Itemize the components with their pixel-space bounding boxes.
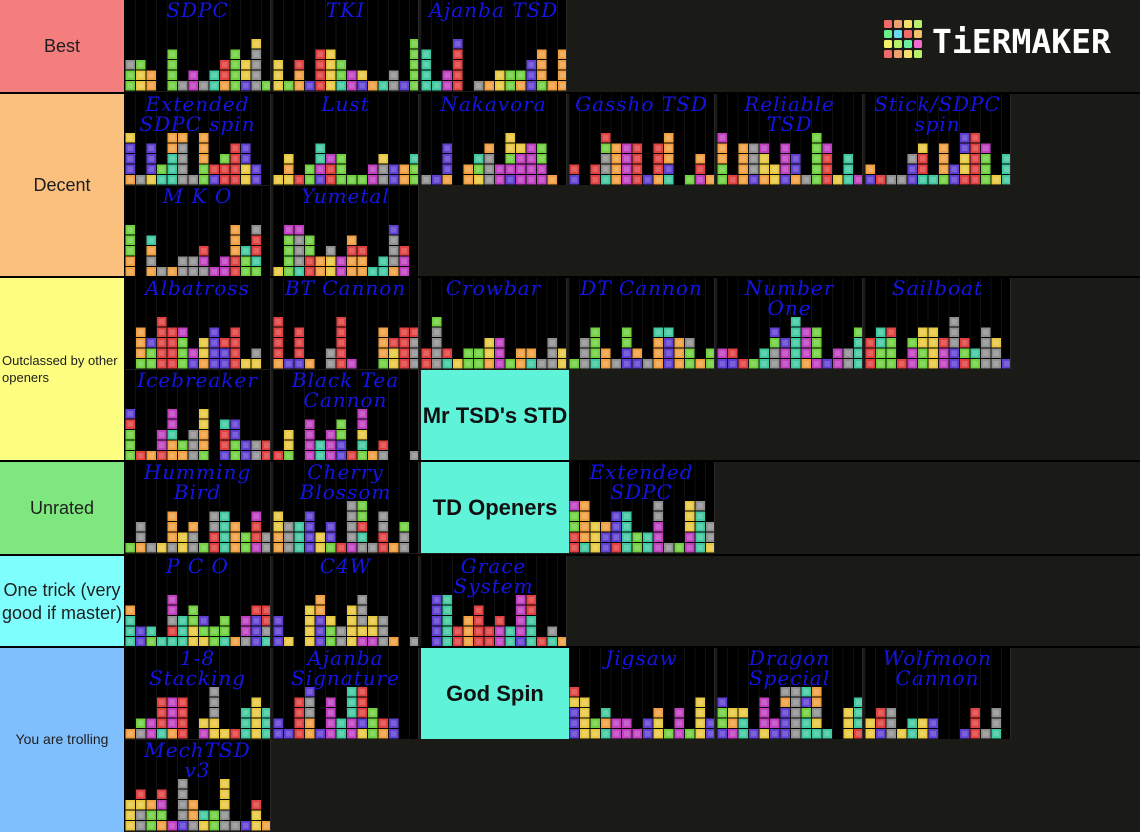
tier-label[interactable]: Outclassed by other openers [0,278,125,461]
opener-name: BT Cannon [284,278,407,300]
opener-image-item[interactable]: P C O [125,556,271,647]
tier-text-item[interactable]: Mr TSD's STD [421,370,569,461]
opener-name: Wolfmoon Cannon [883,648,992,690]
tiermaker-logo: TiERMAKER [884,20,1124,62]
opener-name: C4W [319,556,372,578]
opener-image-item[interactable]: Reliable TSD [717,94,863,185]
tier-row: Outclassed by other openers Albatross BT C… [0,278,1140,461]
opener-image-item[interactable]: Jigsaw [569,648,715,739]
opener-image-item[interactable]: Cherry Blossom [273,462,419,553]
opener-name: 1-8 Stacking [148,648,247,690]
opener-image-item[interactable]: Gassho TSD [569,94,715,185]
tier-items: 1-8 Stacking Ajanba Signature God Spin Jigs… [125,648,1140,832]
opener-name: Lust [321,94,370,116]
opener-name: TKI [325,0,366,22]
tier-items: SDPC TKI Ajanba TSD [125,0,1140,92]
tier-label[interactable]: Best [0,0,125,92]
opener-image-item[interactable]: Icebreaker [125,370,271,461]
tier-row: Decent Extended SDPC spin Lust Nakavora Gass… [0,94,1140,277]
opener-name: Number One [744,278,835,320]
opener-image-item[interactable]: Extended SDPC spin [125,94,271,185]
opener-image-item[interactable]: Extended SDPC [569,462,715,553]
opener-name: Icebreaker [137,370,258,392]
opener-name: Stick/SDPC spin [874,94,1001,136]
opener-name: Extended SDPC [589,462,694,504]
opener-image-item[interactable]: Lust [273,94,419,185]
opener-name: M K O [162,186,233,208]
opener-name: Nakavora [440,94,547,116]
logo-grid-icon [884,20,922,58]
opener-image-item[interactable]: DT Cannon [569,278,715,369]
opener-image-item[interactable]: Ajanba TSD [421,0,567,91]
opener-name: Humming Bird [143,462,252,504]
opener-name: Gassho TSD [575,94,708,116]
tier-divider [0,92,1140,94]
opener-image-item[interactable]: Yumetal [273,186,419,277]
opener-name: Albatross [145,278,250,300]
tier-items: Albatross BT Cannon Crowbar DT Cannon Number… [125,278,1140,461]
opener-image-item[interactable]: TKI [273,0,419,91]
opener-image-item[interactable]: Wolfmoon Cannon [865,648,1011,739]
opener-name: Jigsaw [605,648,678,670]
opener-image-item[interactable]: C4W [273,556,419,647]
opener-image-item[interactable]: Number One [717,278,863,369]
opener-name: Grace System [453,556,534,598]
opener-name: Ajanba Signature [290,648,401,690]
tier-row: Unrated Humming Bird Cherry Blossom TD Open… [0,462,1140,555]
tier-divider [0,554,1140,556]
opener-image-item[interactable]: BT Cannon [273,278,419,369]
opener-name: SDPC [166,0,229,22]
opener-name: P C O [166,556,229,578]
opener-image-item[interactable]: Sailboat [865,278,1011,369]
opener-name: Ajanba TSD [428,0,559,22]
opener-name: Cherry Blossom [299,462,392,504]
opener-image-item[interactable]: Dragon Special [717,648,863,739]
opener-image-item[interactable]: 1-8 Stacking [125,648,271,739]
opener-name: DT Cannon [580,278,703,300]
opener-image-item[interactable]: SDPC [125,0,271,91]
opener-name: Crowbar [445,278,542,300]
tier-row: You are trolling 1-8 Stacking Ajanba Signa… [0,648,1140,832]
opener-name: Yumetal [301,186,390,208]
tier-row: Best SDPC TKI Ajanba TSD [0,0,1140,92]
tier-text-item[interactable]: God Spin [421,648,569,739]
opener-image-item[interactable]: MechTSD v3 [125,740,271,831]
opener-image-item[interactable]: Crowbar [421,278,567,369]
tier-items: P C O C4W Grace System [125,556,1140,647]
tier-label[interactable]: Decent [0,94,125,277]
opener-image-item[interactable]: Albatross [125,278,271,369]
opener-name: Dragon Special [748,648,831,690]
opener-name: MechTSD v3 [144,740,251,782]
opener-image-item[interactable]: Humming Bird [125,462,271,553]
tier-divider [0,276,1140,278]
opener-name: Reliable TSD [744,94,835,136]
opener-image-item[interactable]: Stick/SDPC spin [865,94,1011,185]
tier-text-item[interactable]: TD Openers [421,462,569,553]
tier-items: Extended SDPC spin Lust Nakavora Gassho TSD… [125,94,1140,277]
tier-divider [0,646,1140,648]
opener-image-item[interactable]: M K O [125,186,271,277]
tier-label[interactable]: You are trolling [0,648,125,832]
opener-name: Sailboat [891,278,984,300]
opener-image-item[interactable]: Black Tea Cannon [273,370,419,461]
tier-divider [0,460,1140,462]
tier-label[interactable]: One trick (very good if master) [0,556,125,647]
opener-image-item[interactable]: Nakavora [421,94,567,185]
opener-name: Black Tea Cannon [291,370,400,412]
opener-name: Extended SDPC spin [139,94,256,136]
opener-image-item[interactable]: Ajanba Signature [273,648,419,739]
tier-label[interactable]: Unrated [0,462,125,555]
opener-image-item[interactable]: Grace System [421,556,567,647]
logo-text: TiERMAKER [932,22,1111,61]
tier-items: Humming Bird Cherry Blossom TD Openers Exte… [125,462,1140,555]
tier-row: One trick (very good if master) P C O C4W G… [0,556,1140,647]
